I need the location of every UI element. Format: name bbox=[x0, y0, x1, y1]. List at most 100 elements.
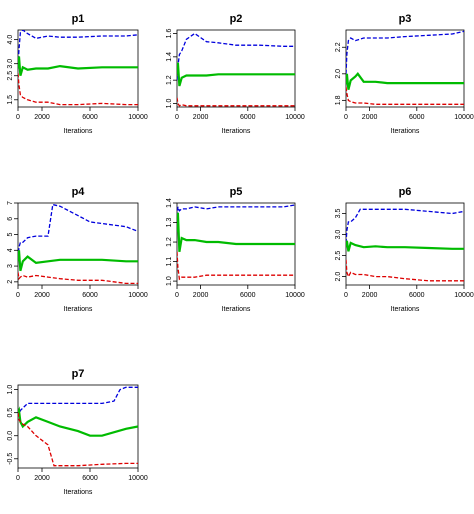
series-line-dashed-2 bbox=[18, 412, 138, 467]
x-tick-label: 10000 bbox=[454, 292, 474, 299]
x-tick-label: 6000 bbox=[82, 114, 98, 121]
y-tick-label: 1.0 bbox=[166, 276, 173, 286]
plot-frame bbox=[345, 29, 465, 108]
panel-p7: p7 0 2000 6000 10000 -0.5 0.0 0.5 1.0 Iterations bbox=[7, 368, 148, 496]
series-line-dashed-0 bbox=[18, 386, 138, 417]
x-tick-label: 2000 bbox=[362, 292, 378, 299]
y-tick-label: 4.0 bbox=[7, 35, 14, 45]
x-tick-label: 6000 bbox=[240, 292, 256, 299]
y-tick-label: 1.1 bbox=[166, 257, 173, 267]
y-tick-label: 1.4 bbox=[166, 52, 173, 62]
x-tick-label: 10000 bbox=[285, 114, 305, 121]
x-tick-label: 0 bbox=[16, 114, 20, 121]
y-tick-label: 7 bbox=[7, 201, 14, 205]
panel-title: p1 bbox=[72, 13, 85, 25]
y-tick-label: 1.2 bbox=[166, 237, 173, 247]
x-tick-label: 0 bbox=[16, 475, 20, 482]
x-tick-label: 0 bbox=[16, 292, 20, 299]
y-tick-label: 3.0 bbox=[335, 230, 342, 240]
series-line-dashed-0 bbox=[346, 208, 464, 243]
series-line-solid-1 bbox=[18, 250, 138, 272]
x-tick-label: 2000 bbox=[193, 114, 209, 121]
x-axis-label: Iterations bbox=[64, 489, 93, 496]
y-tick-label: 0.5 bbox=[7, 408, 14, 418]
x-tick-label: 10000 bbox=[454, 114, 474, 121]
y-tick-label: 5 bbox=[7, 232, 14, 236]
x-axis-label: Iterations bbox=[64, 128, 93, 135]
y-tick-label: 2.5 bbox=[7, 71, 14, 81]
x-tick-label: 10000 bbox=[128, 475, 148, 482]
y-tick-label: -0.5 bbox=[7, 453, 14, 465]
y-tick-label: 3.5 bbox=[335, 209, 342, 219]
y-tick-label: 1.5 bbox=[7, 95, 14, 105]
x-tick-label: 6000 bbox=[409, 114, 425, 121]
series-line-dashed-0 bbox=[346, 30, 464, 74]
series-line-dashed-0 bbox=[177, 204, 295, 223]
x-axis-label: Iterations bbox=[391, 128, 420, 135]
panel-p3: p3 0 2000 6000 10000 1.8 2.0 2.2 Iterations bbox=[335, 13, 474, 135]
plot-frame bbox=[17, 202, 139, 286]
series-line-solid-1 bbox=[18, 56, 138, 77]
x-tick-label: 0 bbox=[175, 114, 179, 121]
plot-frame bbox=[17, 384, 139, 469]
series-line-dashed-2 bbox=[18, 272, 138, 285]
panel-title: p4 bbox=[72, 186, 86, 198]
y-tick-label: 3.0 bbox=[7, 59, 14, 69]
plot-frame bbox=[176, 29, 296, 108]
series-line-solid-1 bbox=[346, 240, 464, 252]
y-tick-label: 2 bbox=[7, 280, 14, 284]
y-tick-label: 1.2 bbox=[166, 75, 173, 85]
y-tick-label: 1.6 bbox=[166, 29, 173, 39]
x-axis-label: Iterations bbox=[222, 128, 251, 135]
series-line-dashed-0 bbox=[18, 203, 138, 259]
y-tick-label: 0.0 bbox=[7, 431, 14, 441]
series-line-solid-1 bbox=[177, 212, 295, 252]
y-tick-label: 1.3 bbox=[166, 218, 173, 228]
panel-p4: p4 0 2000 6000 10000 2 3 4 5 6 7 Iterations bbox=[7, 186, 148, 313]
panel-p5: p5 0 2000 6000 10000 1.0 1.1 1.2 1.3 1.4 Iteration… bbox=[166, 186, 305, 313]
x-axis-label: Iterations bbox=[64, 306, 93, 313]
panel-title: p5 bbox=[230, 186, 243, 198]
series-line-dashed-2 bbox=[177, 251, 295, 281]
panel-title: p3 bbox=[399, 13, 412, 25]
y-tick-label: 4 bbox=[7, 248, 14, 252]
x-tick-label: 2000 bbox=[193, 292, 209, 299]
x-tick-label: 2000 bbox=[34, 292, 50, 299]
y-tick-label: 2.2 bbox=[335, 42, 342, 52]
x-axis-label: Iterations bbox=[391, 306, 420, 313]
panel-title: p7 bbox=[72, 368, 85, 380]
y-tick-label: 1.0 bbox=[166, 99, 173, 109]
y-tick-label: 2.0 bbox=[335, 69, 342, 79]
panel-p6: p6 0 2000 6000 10000 2.0 2.5 3.0 3.5 Iterations bbox=[335, 186, 474, 313]
x-tick-label: 6000 bbox=[409, 292, 425, 299]
y-tick-label: 2.0 bbox=[335, 272, 342, 282]
series-line-dashed-0 bbox=[177, 32, 295, 81]
series-line-solid-1 bbox=[177, 62, 295, 87]
y-tick-label: 3 bbox=[7, 264, 14, 268]
x-tick-label: 0 bbox=[344, 114, 348, 121]
x-axis-label: Iterations bbox=[222, 306, 251, 313]
plot-frame bbox=[345, 202, 465, 286]
panel-title: p2 bbox=[230, 13, 243, 25]
series-line-solid-1 bbox=[18, 406, 138, 437]
x-tick-label: 10000 bbox=[285, 292, 305, 299]
panel-p2: p2 0 2000 6000 10000 1.0 1.2 1.4 1.6 Iterations bbox=[166, 13, 305, 135]
y-tick-label: 6 bbox=[7, 217, 14, 221]
y-tick-label: 1.8 bbox=[335, 95, 342, 105]
y-tick-label: 2.5 bbox=[335, 251, 342, 261]
x-tick-label: 6000 bbox=[240, 114, 256, 121]
series-line-dashed-2 bbox=[177, 97, 295, 107]
x-tick-label: 2000 bbox=[34, 475, 50, 482]
panel-p1: p1 0 2000 6000 10000 1.5 2.5 3.0 4.0 Iterations bbox=[7, 13, 148, 135]
x-tick-label: 10000 bbox=[128, 292, 148, 299]
series-line-solid-1 bbox=[346, 72, 464, 90]
x-tick-label: 0 bbox=[344, 292, 348, 299]
x-tick-label: 6000 bbox=[82, 475, 98, 482]
series-line-dashed-2 bbox=[18, 73, 138, 106]
y-tick-label: 1.0 bbox=[7, 385, 14, 395]
series-line-dashed-2 bbox=[346, 87, 464, 105]
series-line-dashed-2 bbox=[346, 259, 464, 282]
x-tick-label: 2000 bbox=[34, 114, 50, 121]
x-tick-label: 0 bbox=[175, 292, 179, 299]
x-tick-label: 6000 bbox=[82, 292, 98, 299]
